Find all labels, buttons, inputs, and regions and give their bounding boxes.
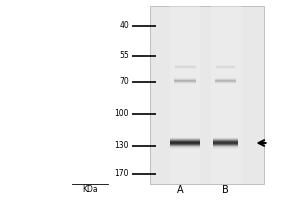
Bar — [175, 66, 196, 67]
Text: 100: 100 — [115, 110, 129, 118]
Text: B: B — [222, 185, 228, 195]
Bar — [213, 141, 238, 142]
Bar — [150, 6, 264, 184]
Bar — [170, 145, 200, 146]
Bar — [170, 140, 200, 141]
Bar — [174, 80, 197, 81]
Bar — [216, 67, 236, 68]
Bar — [213, 140, 238, 141]
Bar — [170, 144, 200, 145]
Bar — [174, 82, 197, 83]
Bar — [174, 78, 197, 79]
Bar — [175, 65, 196, 66]
Bar — [170, 143, 200, 144]
Bar — [216, 68, 236, 69]
Bar — [211, 6, 241, 184]
Bar — [215, 83, 236, 84]
Bar — [170, 146, 200, 147]
Text: 170: 170 — [115, 170, 129, 178]
Text: 130: 130 — [115, 142, 129, 150]
Bar — [170, 141, 200, 142]
Bar — [213, 145, 238, 146]
Bar — [170, 147, 200, 148]
Bar — [170, 142, 200, 143]
Bar — [216, 66, 236, 67]
Bar — [174, 83, 197, 84]
Bar — [174, 79, 197, 80]
Bar — [213, 142, 238, 143]
Bar — [175, 67, 196, 68]
Bar — [213, 146, 238, 147]
Bar — [215, 79, 236, 80]
Bar — [216, 65, 236, 66]
Bar — [213, 147, 238, 148]
Bar — [170, 138, 200, 139]
Bar — [213, 143, 238, 144]
Bar — [175, 68, 196, 69]
Bar — [215, 82, 236, 83]
Bar — [213, 139, 238, 140]
Text: A: A — [177, 185, 183, 195]
Bar — [213, 144, 238, 145]
Bar — [213, 138, 238, 139]
Bar — [215, 81, 236, 82]
Text: KDa: KDa — [82, 186, 98, 194]
Bar — [174, 81, 197, 82]
Text: 70: 70 — [119, 77, 129, 86]
Text: 55: 55 — [119, 51, 129, 60]
Text: 40: 40 — [119, 21, 129, 30]
Bar — [215, 80, 236, 81]
Bar — [170, 139, 200, 140]
Bar — [215, 78, 236, 79]
Bar — [170, 6, 200, 184]
